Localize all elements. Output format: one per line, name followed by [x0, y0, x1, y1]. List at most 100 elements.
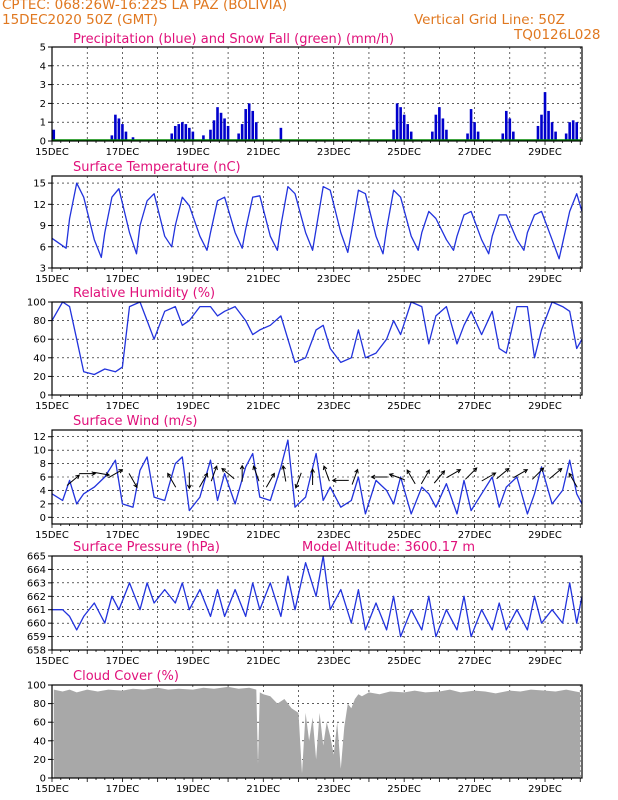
- precip-bar: [395, 103, 399, 141]
- wind-arrow-icon: [406, 469, 416, 485]
- wind-arrow-icon: [186, 472, 192, 490]
- wind-xtick-label: 21DEC: [246, 530, 280, 541]
- pressure-xtick-label: 17DEC: [106, 656, 140, 667]
- precip-xtick-label: 25DEC: [387, 147, 421, 158]
- precip-bar: [445, 129, 448, 141]
- precip-bar: [469, 109, 473, 141]
- precip-bar: [209, 129, 212, 141]
- precip-bar: [536, 125, 540, 141]
- precip-bar: [184, 124, 188, 141]
- precip-bar: [399, 107, 402, 141]
- precip-bar: [564, 133, 568, 141]
- rh-ytick-label: 0: [40, 391, 46, 402]
- rh-ytick-label: 20: [33, 372, 46, 383]
- wind-ytick-label: 8: [40, 459, 46, 470]
- wind-xtick-label: 23DEC: [317, 530, 351, 541]
- wind-arrow-icon: [388, 473, 405, 481]
- wind-arrow-icon: [310, 467, 315, 485]
- cloud-ytick-label: 100: [27, 681, 46, 692]
- precip-bar: [177, 124, 181, 141]
- wind-xtick-label: 17DEC: [106, 530, 140, 541]
- precip-bar: [117, 118, 121, 141]
- wind-ytick-label: 4: [40, 486, 46, 497]
- rh-xtick-label: 27DEC: [458, 401, 492, 412]
- pressure-ytick-label: 662: [27, 592, 46, 603]
- temp-xtick-label: 19DEC: [176, 274, 210, 285]
- wind-arrow-icon: [549, 467, 563, 480]
- precip-ytick-label: 1: [40, 118, 46, 129]
- precip-bar: [568, 122, 571, 141]
- rh-xtick-label: 17DEC: [106, 401, 140, 412]
- precip-bar: [406, 124, 409, 141]
- wind-xtick-label: 19DEC: [176, 530, 210, 541]
- pressure-xtick-label: 29DEC: [528, 656, 562, 667]
- wind-arrow-icon: [167, 472, 177, 488]
- precip-bar: [554, 131, 557, 141]
- pressure-ytick-label: 659: [27, 632, 46, 643]
- cloud-title: Cloud Cover (%): [73, 669, 179, 684]
- precip-bar: [438, 107, 441, 141]
- rh-xtick-label: 21DEC: [246, 401, 280, 412]
- precip-xtick-label: 29DEC: [528, 147, 562, 158]
- rh-ytick-label: 100: [27, 298, 46, 309]
- rh-xtick-label: 23DEC: [317, 401, 351, 412]
- rh-ytick-label: 80: [33, 316, 46, 327]
- precip-title: Precipitation (blue) and Snow Fall (gree…: [73, 32, 394, 47]
- wind-arrow-icon: [322, 465, 330, 482]
- precip-bar: [216, 107, 219, 141]
- pressure-series-line: [52, 555, 583, 638]
- pressure-ytick-label: 661: [27, 605, 46, 616]
- precip-frame: [51, 46, 583, 142]
- wind-arrow-icon: [265, 472, 275, 488]
- temp-ytick-label: 12: [33, 200, 46, 211]
- wind-arrow-icon: [446, 469, 462, 479]
- pressure-ytick-label: 658: [27, 646, 46, 657]
- precip-bar: [124, 131, 128, 141]
- temp-xtick-label: 29DEC: [528, 274, 562, 285]
- pressure-xtick-label: 25DEC: [387, 656, 421, 667]
- wind-xtick-label: 29DEC: [528, 530, 562, 541]
- rh-xtick-label: 25DEC: [387, 401, 421, 412]
- cloud-xtick-label: 19DEC: [176, 784, 210, 795]
- wind-xtick-label: 15DEC: [35, 530, 69, 541]
- wind-arrow-icon: [66, 474, 81, 486]
- cloud-xtick-label: 15DEC: [35, 784, 69, 795]
- precip-xtick-label: 27DEC: [458, 147, 492, 158]
- precip-bar: [540, 114, 543, 141]
- wind-xtick-label: 27DEC: [458, 530, 492, 541]
- wind-series-line: [51, 439, 583, 515]
- temp-ytick-label: 15: [33, 179, 46, 190]
- precip-bar: [191, 131, 195, 141]
- precip-xtick-label: 21DEC: [246, 147, 280, 158]
- precip-bar: [170, 133, 174, 141]
- cloud-ytick-label: 20: [33, 755, 46, 766]
- temp-xtick-label: 27DEC: [458, 274, 492, 285]
- precip-bar: [180, 122, 184, 141]
- wind-arrow-icon: [210, 465, 218, 482]
- pressure-ytick-label: 664: [27, 565, 46, 576]
- precip-bar: [188, 127, 191, 141]
- cloud-xtick-label: 27DEC: [458, 784, 492, 795]
- header-code: TQ0126L028: [514, 27, 601, 43]
- precip-bar: [254, 122, 258, 141]
- precip-bar: [121, 124, 124, 141]
- precip-bar: [547, 110, 550, 141]
- precip-bar: [114, 114, 117, 141]
- cloud-xtick-label: 25DEC: [387, 784, 421, 795]
- precip-bar: [110, 135, 114, 141]
- rh-ytick-label: 40: [33, 353, 46, 364]
- header-line1: CPTEC: 068:26W-16:22S LA PAZ (BOLIVIA): [2, 0, 288, 13]
- wind-arrow-icon: [93, 471, 111, 477]
- cloud-area: [53, 686, 581, 778]
- wind-arrow-icon: [128, 473, 138, 489]
- temp-ytick-label: 6: [40, 242, 46, 253]
- precip-xtick-label: 19DEC: [176, 147, 210, 158]
- wind-ytick-label: 2: [40, 499, 46, 510]
- pressure-xtick-label: 27DEC: [458, 656, 492, 667]
- precip-ytick-label: 0: [40, 137, 46, 148]
- precip-bar: [212, 120, 216, 141]
- wind-arrow-icon: [465, 467, 478, 480]
- wind-frame: [51, 429, 583, 525]
- rh-title: Relative Humidity (%): [73, 286, 215, 301]
- precip-bar: [279, 127, 283, 141]
